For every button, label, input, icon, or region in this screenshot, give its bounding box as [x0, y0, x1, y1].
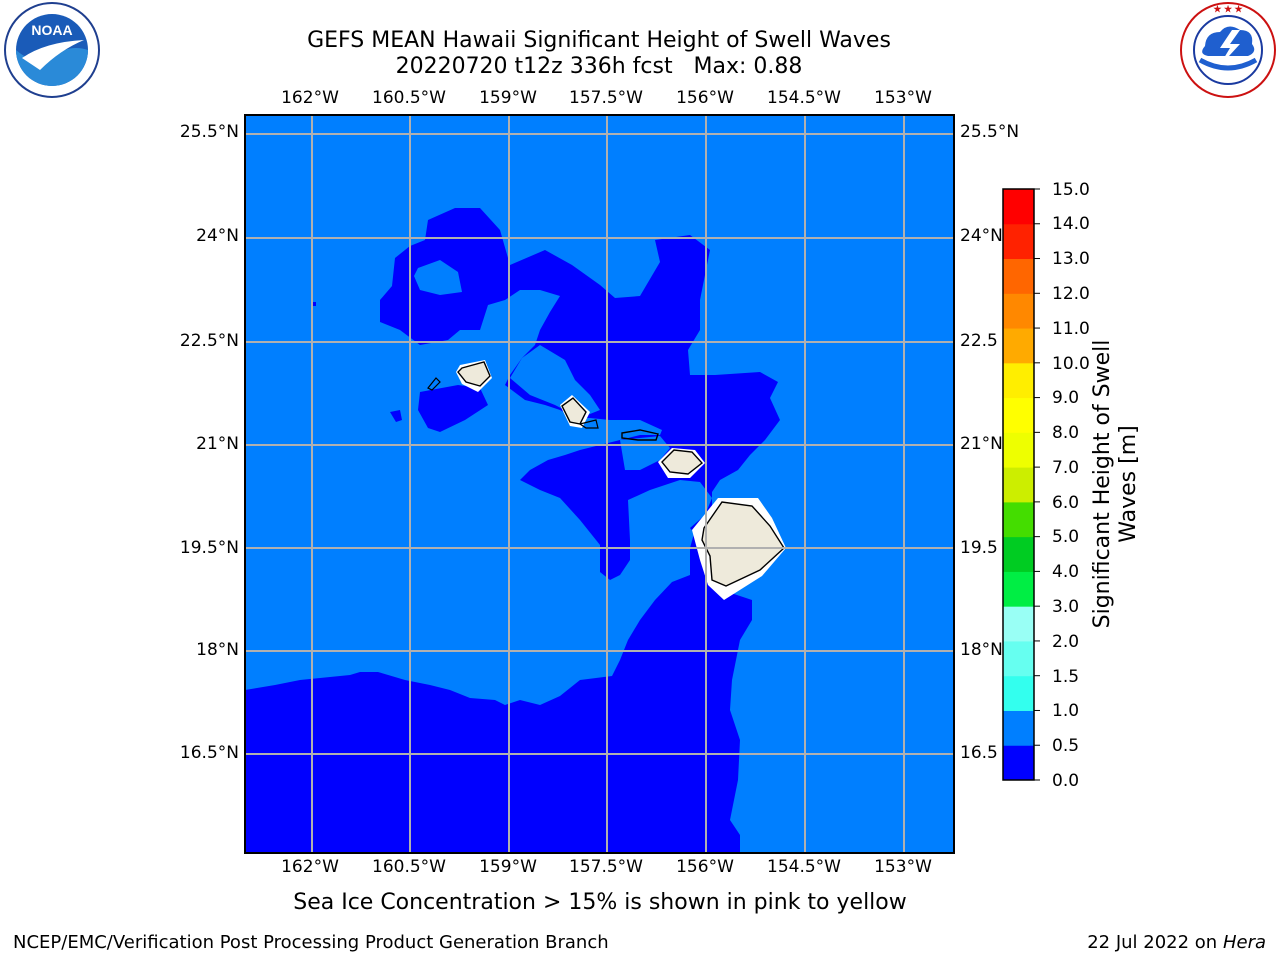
- island-hawaii: [701, 501, 785, 587]
- lat-label-right: 24°N: [960, 226, 1003, 246]
- field-band-0-0.5-north: [245, 208, 780, 853]
- lat-label-right: 21°N: [960, 434, 1003, 454]
- lat-label-right: 25.5°N: [960, 122, 1020, 142]
- colorbar-band: [1003, 432, 1034, 468]
- gridlines: [245, 115, 954, 853]
- island-oahu: [561, 397, 587, 425]
- island-molokai: [621, 429, 659, 441]
- lat-label-left: 24°N: [196, 226, 239, 246]
- lon-label-bottom: 156°W: [676, 857, 734, 877]
- island-maui: [661, 449, 704, 475]
- colorbar-tick: 11.0: [1052, 319, 1090, 339]
- svg-text:★ ★ ★: ★ ★ ★: [1213, 4, 1243, 14]
- colorbar-band: [1003, 606, 1034, 642]
- lat-label-left: 16.5°N: [179, 743, 239, 763]
- lat-label-right: 16.5: [960, 743, 998, 763]
- island-kauai: [457, 361, 491, 387]
- lon-label-top: 156°W: [676, 88, 734, 108]
- lat-label-left: 18°N: [196, 640, 239, 660]
- colorbar-tick: 2.0: [1052, 632, 1080, 652]
- colorbar-band: [1003, 397, 1034, 433]
- noaa-logo-text: NOAA: [31, 22, 72, 38]
- nws-logo: ★ ★ ★: [1180, 2, 1276, 98]
- lat-label-left: 21°N: [196, 434, 239, 454]
- colorbar-band: [1003, 536, 1034, 572]
- colorbar-tick: 9.0: [1052, 388, 1080, 408]
- lat-label-left: 19.5°N: [179, 538, 239, 558]
- colorbar-band: [1003, 258, 1034, 294]
- colorbar-tick: 12.0: [1052, 284, 1090, 304]
- swell-height-field: [245, 115, 954, 853]
- colorbar-tick: 15.0: [1052, 180, 1090, 200]
- colorbar-band: [1003, 501, 1034, 538]
- colorbar-band: [1003, 640, 1034, 677]
- lat-label-right: 19.5: [960, 538, 998, 558]
- colorbar-band: [1003, 328, 1034, 364]
- colorbar-band: [1003, 362, 1034, 399]
- colorbar: [1003, 188, 1040, 781]
- colorbar-tick: 14.0: [1052, 214, 1090, 234]
- lon-label-top: 154.5°W: [767, 88, 841, 108]
- colorbar-band: [1003, 675, 1034, 711]
- chart-subtitle: 20220720 t12z 336h fcst Max: 0.88: [395, 54, 803, 79]
- colorbar-tick: 1.0: [1052, 701, 1080, 721]
- noaa-logo: NOAA: [4, 2, 100, 98]
- sea-ice-note: Sea Ice Concentration > 15% is shown in …: [293, 890, 907, 915]
- colorbar-tick: 5.0: [1052, 527, 1080, 547]
- lon-label-top: 162°W: [281, 88, 339, 108]
- colorbar-band: [1003, 745, 1034, 781]
- lon-label-bottom: 162°W: [281, 857, 339, 877]
- colorbar-tick: 1.5: [1052, 667, 1080, 687]
- colorbar-tick: 6.0: [1052, 493, 1080, 513]
- lon-label-top: 159°W: [479, 88, 537, 108]
- colorbar-tick: 4.0: [1052, 562, 1080, 582]
- map-frame: [244, 114, 955, 854]
- colorbar-band: [1003, 223, 1034, 260]
- footer-date: 22 Jul 2022 on Hera: [1087, 932, 1266, 953]
- lat-label-right: 18°N: [960, 640, 1003, 660]
- colorbar-tick: 13.0: [1052, 249, 1090, 269]
- colorbar-tick: 3.0: [1052, 597, 1080, 617]
- colorbar-tick: 8.0: [1052, 423, 1080, 443]
- colorbar-label-line2: Waves [m]: [1116, 425, 1141, 543]
- lon-label-bottom: 154.5°W: [767, 857, 841, 877]
- lon-label-bottom: 157.5°W: [569, 857, 643, 877]
- lon-label-bottom: 153°W: [874, 857, 932, 877]
- footer-host: Hera: [1222, 932, 1266, 953]
- colorbar-tick: 10.0: [1052, 354, 1090, 374]
- lon-label-top: 160.5°W: [372, 88, 446, 108]
- footer-date-text: 22 Jul 2022 on: [1087, 932, 1223, 953]
- colorbar-tick: 0.0: [1052, 771, 1080, 791]
- colorbar-tick: 7.0: [1052, 458, 1080, 478]
- colorbar-frame: [1002, 188, 1035, 781]
- lon-label-bottom: 160.5°W: [372, 857, 446, 877]
- colorbar-label: Significant Height of Swell Waves [m]: [1090, 340, 1142, 629]
- colorbar-label-line1: Significant Height of Swell: [1090, 339, 1115, 629]
- lat-label-left: 25.5°N: [179, 122, 239, 142]
- lat-label-right: 22.5: [960, 331, 998, 351]
- chart-title: GEFS MEAN Hawaii Significant Height of S…: [307, 28, 891, 53]
- colorbar-tick: 0.5: [1052, 736, 1080, 756]
- colorbar-band: [1003, 710, 1034, 746]
- colorbar-band: [1003, 293, 1034, 329]
- colorbar-band: [1003, 467, 1034, 503]
- footer-org: NCEP/EMC/Verification Post Processing Pr…: [13, 932, 609, 953]
- colorbar-band: [1003, 189, 1034, 225]
- lon-label-bottom: 159°W: [479, 857, 537, 877]
- island-niihau: [427, 377, 441, 391]
- lon-label-top: 157.5°W: [569, 88, 643, 108]
- lon-label-top: 153°W: [874, 88, 932, 108]
- lat-label-left: 22.5°N: [179, 331, 239, 351]
- colorbar-band: [1003, 571, 1034, 607]
